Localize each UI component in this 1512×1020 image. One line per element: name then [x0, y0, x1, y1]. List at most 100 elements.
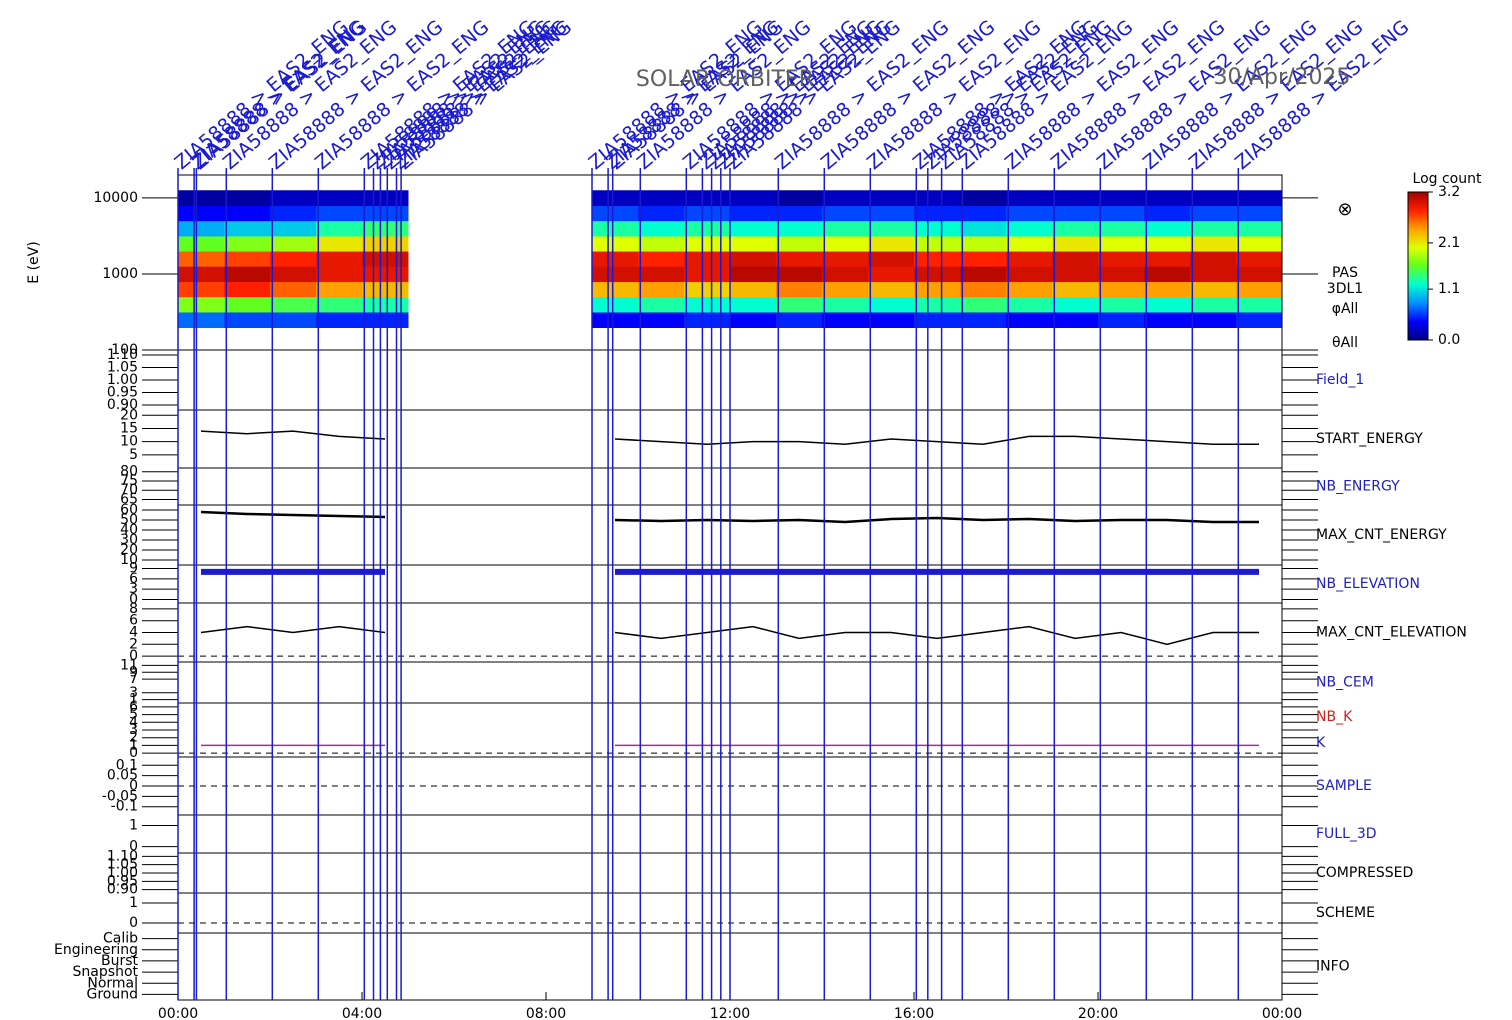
- spectrogram-cell: [1236, 311, 1282, 328]
- spectrogram-cell: [1006, 251, 1053, 267]
- data-line: [200, 510, 1259, 524]
- y-tick-label: 9: [129, 560, 138, 576]
- spectrogram-cell: [822, 281, 869, 298]
- spectrogram-cell: [730, 266, 777, 283]
- spectrogram-cell: [960, 251, 1007, 267]
- spectrogram-cell: [914, 220, 961, 237]
- spectrogram-cell: [1190, 296, 1237, 313]
- spectrogram-cell: [730, 205, 777, 222]
- y-tick-label: 70: [120, 482, 138, 498]
- spectrogram-cell: [1144, 251, 1191, 267]
- colorbar-tick-label: 3.2: [1438, 184, 1460, 200]
- spectrogram-cell: [270, 281, 317, 298]
- y-tick-label: 15: [120, 420, 138, 436]
- spectrogram-cell: [914, 281, 961, 298]
- spectrogram-cell: [224, 205, 271, 222]
- spectrogram-cell: [638, 190, 685, 207]
- spectrogram-cell: [592, 235, 639, 252]
- spectrogram-cell: [316, 220, 363, 237]
- spectrogram-cell: [684, 311, 731, 328]
- y-tick-label: 0: [129, 915, 138, 931]
- spectrogram-cell: [868, 190, 915, 207]
- spectrogram-cell: [592, 296, 639, 313]
- spectrogram-cell: [684, 220, 731, 237]
- y-tick-label: Snapshot: [73, 964, 139, 980]
- spectrogram-cell: [270, 220, 317, 237]
- spectrogram-cell: [270, 311, 317, 328]
- colorbar-tick-label: 1.1: [1438, 281, 1460, 297]
- spectrogram-cell: [1144, 266, 1191, 283]
- y-tick-label: 1.05: [107, 360, 138, 376]
- spectrogram-cell: [1006, 266, 1053, 283]
- spectrogram-cell: [270, 296, 317, 313]
- spectrogram-cell: [592, 266, 639, 283]
- spectrogram-cell: [684, 266, 731, 283]
- spectrogram-cell: [960, 205, 1007, 222]
- spectrogram-cell: [1236, 205, 1282, 222]
- y-tick-label: 60: [120, 502, 138, 518]
- spectrogram-cell: [1236, 190, 1282, 207]
- spectrogram-cell: [776, 190, 823, 207]
- spectrogram-cell: [1236, 266, 1282, 283]
- y-tick-label: 0.90: [107, 397, 138, 413]
- x-tick-label: 16:00: [894, 1006, 934, 1020]
- spectrogram-cell: [730, 281, 777, 298]
- y-tick-label: -0.1: [111, 799, 138, 815]
- spectrogram-cell: [1052, 281, 1099, 298]
- spectrogram-cell: [1190, 266, 1237, 283]
- spectrogram-cell: [730, 296, 777, 313]
- spectrogram-cell: [1098, 205, 1145, 222]
- spectrogram-cell: [1190, 311, 1237, 328]
- spectrogram-cell: [592, 205, 639, 222]
- spectrogram-cell: [1098, 251, 1145, 267]
- spectrogram-cell: [960, 220, 1007, 237]
- spectrogram-cell: [1144, 235, 1191, 252]
- spectrogram-cell: [1098, 190, 1145, 207]
- spectrogram-cell: [960, 266, 1007, 283]
- spectrogram-cell: [1144, 190, 1191, 207]
- y-tick-label: 1000: [102, 266, 138, 282]
- y-tick-label: 0: [129, 648, 138, 664]
- x-tick-label: 04:00: [342, 1006, 382, 1020]
- panel-label: NB_CEM: [1316, 675, 1374, 691]
- panel-label: SAMPLE: [1316, 778, 1372, 794]
- spectrogram-cell: [178, 220, 225, 237]
- y-tick-label: 65: [120, 491, 138, 507]
- spectrogram-cell: [960, 190, 1007, 207]
- y-tick-label: Calib: [103, 931, 138, 947]
- spectrogram-cell: [822, 235, 869, 252]
- spectrogram-cell: [592, 281, 639, 298]
- spectrogram-cell: [1190, 281, 1237, 298]
- y-tick-label: 0: [129, 839, 138, 855]
- y-tick-label: 8: [129, 601, 138, 617]
- spectrogram-cell: [270, 205, 317, 222]
- y-tick-label: 0.1: [116, 757, 138, 773]
- spectrogram-cell: [638, 266, 685, 283]
- spectrogram-cell: [684, 251, 731, 267]
- spectrogram-cell: [316, 235, 363, 252]
- spectrogram-cell: [822, 251, 869, 267]
- data-line: [200, 625, 1259, 646]
- y-tick-label: 0: [129, 592, 138, 608]
- spectrogram-cell: [1190, 190, 1237, 207]
- spectrogram-cell: [730, 190, 777, 207]
- spectrogram-cell: [178, 235, 225, 252]
- spectrogram-cell: [1236, 220, 1282, 237]
- spectrogram-cell: [224, 311, 271, 328]
- spectrogram-cell: [638, 220, 685, 237]
- spectrogram-cell: [914, 296, 961, 313]
- panel-label: K: [1316, 735, 1326, 751]
- spectrogram-cell: [1006, 220, 1053, 237]
- spectrogram-cell: [776, 251, 823, 267]
- x-tick-label: 00:00: [158, 1006, 198, 1020]
- spectrogram-cell: [178, 190, 225, 207]
- y-tick-label: 1: [129, 895, 138, 911]
- y-tick-label: 6: [129, 571, 138, 587]
- spectrogram-cell: [868, 251, 915, 267]
- spectrogram-cell: [178, 296, 225, 313]
- spectrogram-cell: [592, 190, 639, 207]
- spectrogram-cell: [684, 235, 731, 252]
- y-tick-label: 1: [129, 737, 138, 753]
